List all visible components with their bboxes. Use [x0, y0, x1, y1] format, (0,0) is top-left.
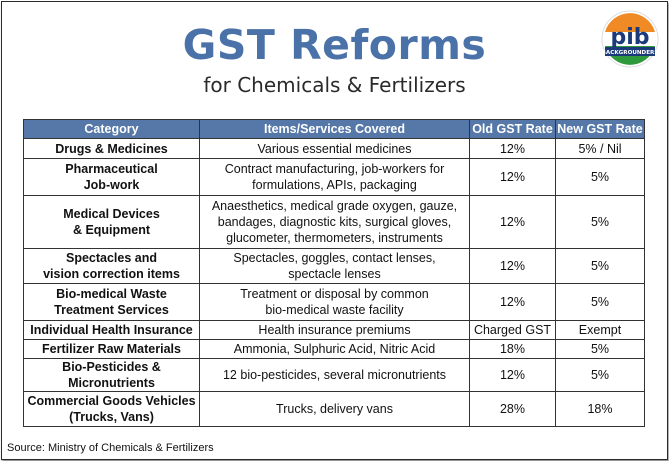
table-row: Fertilizer Raw Materials Ammonia, Sulphu…	[23, 339, 645, 359]
page-subtitle: for Chemicals & Fertilizers	[203, 73, 466, 97]
category-cell: Commercial Goods Vehicles (Trucks, Vans)	[23, 391, 200, 427]
items-cell: Health insurance premiums	[199, 320, 470, 340]
header-old-rate: Old GST Rate	[469, 119, 556, 139]
table-row: Commercial Goods Vehicles (Trucks, Vans)…	[23, 391, 645, 427]
table-row: Medical Devices & Equipment Anaesthetics…	[23, 195, 645, 249]
category-cell: Bio-medical Waste Treatment Services	[23, 283, 200, 321]
source-note: Source: Ministry of Chemicals & Fertiliz…	[7, 442, 214, 454]
old-rate-cell: 12%	[469, 195, 556, 249]
items-cell: 12 bio-pesticides, several micronutrient…	[199, 358, 470, 392]
header-category: Category	[23, 119, 200, 139]
category-cell: Pharmaceutical Job-work	[23, 158, 200, 196]
category-cell: Drugs & Medicines	[23, 138, 200, 159]
header-new-rate: New GST Rate	[555, 119, 645, 139]
old-rate-cell: 12%	[469, 358, 556, 392]
items-cell: Treatment or disposal by common bio-medi…	[199, 283, 470, 321]
old-rate-cell: 18%	[469, 339, 556, 359]
new-rate-cell: 5%	[555, 358, 645, 392]
items-cell: Spectacles, goggles, contact lenses, spe…	[199, 248, 470, 284]
table-header-row: Category Items/Services Covered Old GST …	[23, 119, 645, 139]
new-rate-cell: Exempt	[555, 320, 645, 340]
table-row: Spectacles and vision correction items S…	[23, 248, 645, 284]
old-rate-cell: 12%	[469, 283, 556, 321]
new-rate-cell: 5%	[555, 248, 645, 284]
items-cell: Contract manufacturing, job-workers for …	[199, 158, 470, 196]
table-row: Drugs & Medicines Various essential medi…	[23, 138, 645, 159]
category-cell: Individual Health Insurance	[23, 320, 200, 340]
new-rate-cell: 5%	[555, 195, 645, 249]
header-items: Items/Services Covered	[199, 119, 470, 139]
old-rate-cell: 12%	[469, 158, 556, 196]
old-rate-cell: 12%	[469, 138, 556, 159]
gst-rate-table: Category Items/Services Covered Old GST …	[23, 119, 645, 427]
new-rate-cell: 5%	[555, 339, 645, 359]
items-cell: Anaesthetics, medical grade oxygen, gauz…	[199, 195, 470, 249]
new-rate-cell: 5% / Nil	[555, 138, 645, 159]
new-rate-cell: 18%	[555, 391, 645, 427]
new-rate-cell: 5%	[555, 283, 645, 321]
old-rate-cell: 28%	[469, 391, 556, 427]
old-rate-cell: Charged GST	[469, 320, 556, 340]
svg-text:pib: pib	[610, 25, 649, 50]
table-row: Bio-Pesticides & Micronutrients 12 bio-p…	[23, 358, 645, 392]
table-row: Pharmaceutical Job-work Contract manufac…	[23, 158, 645, 196]
table-row: Individual Health Insurance Health insur…	[23, 320, 645, 340]
category-cell: Fertilizer Raw Materials	[23, 339, 200, 359]
items-cell: Ammonia, Sulphuric Acid, Nitric Acid	[199, 339, 470, 359]
table-row: Bio-medical Waste Treatment Services Tre…	[23, 283, 645, 321]
logo-text: BACKGROUNDERS	[602, 50, 659, 56]
items-cell: Various essential medicines	[199, 138, 470, 159]
category-cell: Bio-Pesticides & Micronutrients	[23, 358, 200, 392]
page-title: GST Reforms	[182, 21, 487, 69]
category-cell: Spectacles and vision correction items	[23, 248, 200, 284]
category-cell: Medical Devices & Equipment	[23, 195, 200, 249]
new-rate-cell: 5%	[555, 158, 645, 196]
old-rate-cell: 12%	[469, 248, 556, 284]
pib-logo-icon: pib BACKGROUNDERS	[601, 10, 659, 68]
items-cell: Trucks, delivery vans	[199, 391, 470, 427]
